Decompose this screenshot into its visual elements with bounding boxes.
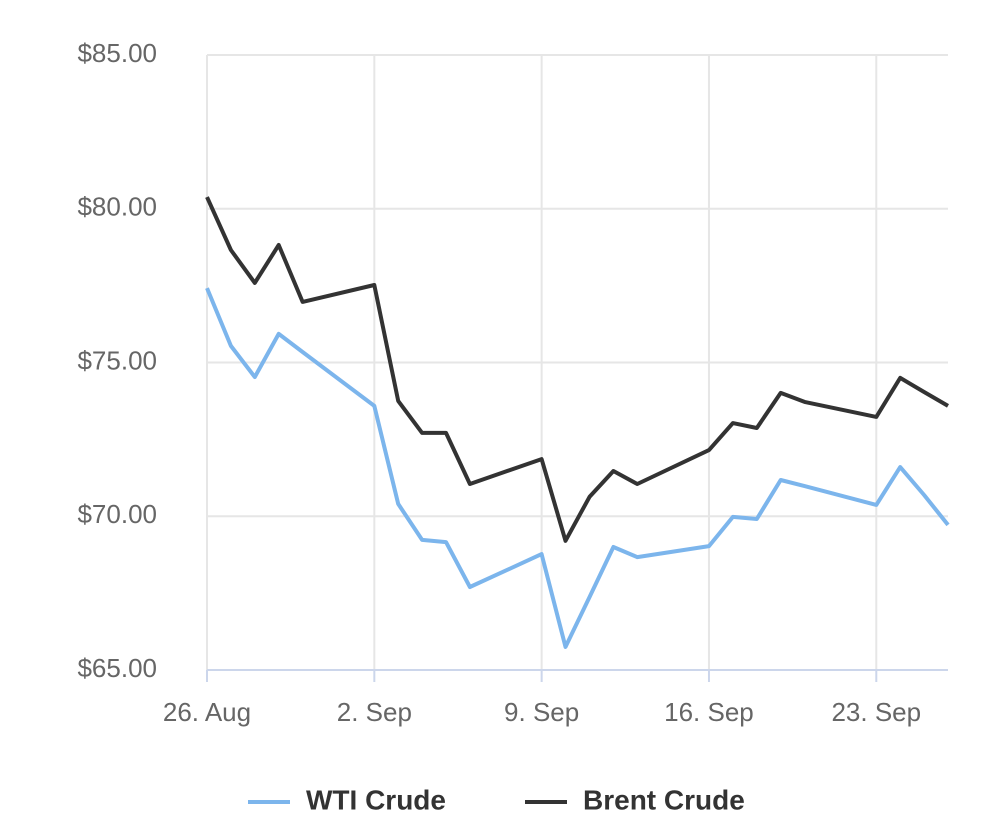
- y-tick-label: $75.00: [77, 345, 157, 375]
- y-tick-label: $70.00: [77, 499, 157, 529]
- y-tick-label: $80.00: [77, 192, 157, 222]
- y-tick-label: $65.00: [77, 653, 157, 683]
- x-tick-label: 2. Sep: [337, 697, 412, 727]
- x-tick-label: 26. Aug: [163, 697, 251, 727]
- y-tick-label: $85.00: [77, 38, 157, 68]
- legend-label: Brent Crude: [583, 784, 745, 815]
- legend-label: WTI Crude: [306, 784, 446, 815]
- x-tick-label: 16. Sep: [664, 697, 754, 727]
- line-series: [205, 196, 950, 543]
- x-tick-label: 23. Sep: [831, 697, 921, 727]
- x-tick-label: 9. Sep: [504, 697, 579, 727]
- line-series: [205, 287, 950, 649]
